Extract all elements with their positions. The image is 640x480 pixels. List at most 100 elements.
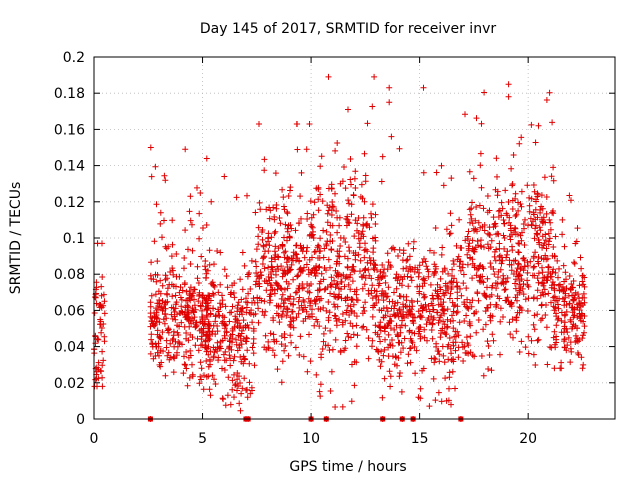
data-point [203, 222, 210, 228]
data-point [336, 316, 343, 323]
data-point [345, 106, 351, 113]
data-point [215, 357, 222, 364]
data-point [512, 225, 519, 232]
data-point [261, 278, 268, 284]
data-point [517, 287, 524, 294]
data-point [382, 336, 388, 343]
data-point [504, 275, 511, 281]
data-point [382, 279, 389, 286]
data-point [534, 230, 541, 237]
data-point [558, 317, 565, 324]
data-point [473, 115, 480, 122]
data-point [217, 281, 224, 288]
data-point [334, 229, 341, 236]
data-point [384, 250, 391, 257]
data-point [435, 348, 442, 355]
data-point [222, 348, 229, 355]
data-point [169, 293, 176, 300]
data-point [331, 277, 338, 284]
data-point [462, 349, 469, 356]
data-point [408, 297, 415, 304]
data-point [181, 361, 188, 368]
data-point [575, 338, 581, 345]
data-point [378, 275, 385, 282]
data-point [321, 286, 328, 293]
data-point [335, 294, 342, 301]
data-point [427, 281, 434, 288]
data-point [349, 361, 355, 368]
data-point [440, 318, 447, 325]
data-point [487, 317, 494, 324]
data-point [159, 234, 165, 241]
data-point [173, 251, 180, 257]
data-point [542, 252, 549, 259]
data-point [309, 224, 316, 231]
data-point [335, 253, 342, 259]
data-point [208, 198, 215, 205]
data-point [215, 312, 222, 319]
data-point [192, 323, 199, 330]
data-point [544, 277, 551, 284]
data-point [183, 330, 190, 336]
data-point [516, 140, 523, 147]
data-point [372, 293, 379, 300]
data-point [535, 279, 542, 286]
data-point [237, 276, 244, 283]
data-point [186, 208, 193, 215]
data-point [524, 259, 531, 266]
data-point [521, 263, 528, 270]
data-point [421, 326, 428, 333]
data-point [314, 287, 321, 294]
data-point [350, 192, 357, 199]
data-point [439, 343, 446, 350]
data-point [528, 121, 535, 128]
data-point [231, 294, 238, 301]
data-point [525, 283, 532, 290]
data-point [561, 338, 567, 345]
data-point [328, 281, 335, 288]
data-point [149, 340, 156, 347]
data-point [577, 254, 584, 261]
data-point [332, 284, 339, 291]
data-point [365, 355, 372, 362]
data-point [478, 353, 485, 359]
data-point [304, 216, 311, 222]
data-point [545, 230, 552, 237]
data-point [375, 282, 382, 289]
data-point [320, 276, 327, 283]
data-point [193, 322, 200, 329]
data-point [384, 308, 391, 315]
data-point [528, 195, 535, 202]
data-point [373, 346, 380, 353]
data-point [327, 388, 334, 394]
data-point [457, 267, 464, 274]
data-point [355, 215, 362, 221]
data-point [280, 194, 287, 201]
data-point [459, 339, 466, 346]
data-point [162, 276, 169, 283]
data-point [555, 305, 562, 312]
data-point [305, 295, 312, 302]
data-point [149, 315, 156, 322]
data-point [580, 290, 587, 297]
data-point [540, 214, 547, 221]
data-point [468, 205, 475, 212]
data-point [485, 343, 492, 349]
data-point [298, 169, 305, 176]
data-points [91, 73, 588, 422]
data-point [473, 329, 480, 336]
data-point [325, 73, 332, 80]
data-point [311, 199, 318, 206]
data-point [300, 244, 307, 251]
data-point [404, 360, 411, 367]
data-point [212, 318, 219, 325]
data-point [395, 355, 402, 361]
data-point [431, 359, 438, 366]
data-point [430, 306, 436, 313]
data-point [210, 344, 217, 351]
data-point [402, 303, 409, 310]
data-point [206, 292, 213, 299]
data-point [516, 309, 523, 316]
data-point [482, 293, 489, 299]
data-point [395, 253, 401, 259]
